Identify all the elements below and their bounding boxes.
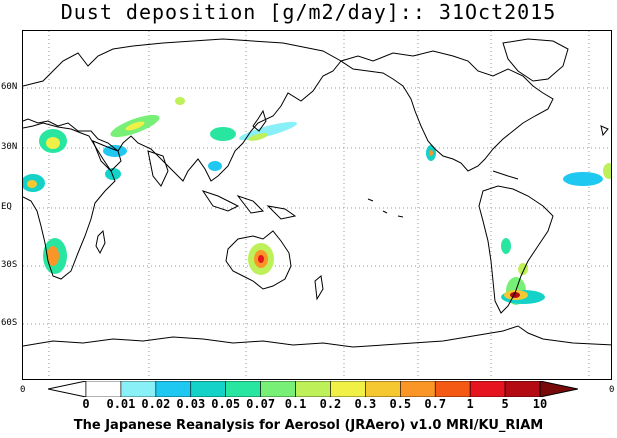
- dust-patch-asia: [210, 127, 236, 141]
- colorbar-swatch: [190, 381, 226, 397]
- colorbar-swatch: [400, 381, 436, 397]
- lon-label-left: 0: [20, 385, 26, 395]
- map-canvas: [23, 31, 611, 379]
- dust-patch-horn-africa: [105, 168, 121, 180]
- colorbar-swatch: [85, 381, 122, 397]
- colorbar-tick-label: 0.2: [319, 397, 342, 411]
- colorbar-tick-label: 0: [82, 397, 90, 411]
- colorbar: [48, 381, 578, 397]
- colorbar-swatch: [365, 381, 401, 397]
- colorbar-swatch: [225, 381, 261, 397]
- lat-label-60n: 60N: [1, 82, 18, 92]
- map-title: Dust deposition [g/m2/day]:: 31Oct2015: [60, 0, 557, 24]
- colorbar-labels: 0 0.01 0.02 0.03 0.05 0.07 0.1 0.2 0.3 0.5 0.7 1 5 10: [48, 397, 578, 411]
- colorbar-tick-label: 0.07: [246, 397, 276, 411]
- colorbar-swatch: [434, 381, 471, 397]
- colorbar-tick-label: 0.3: [354, 397, 377, 411]
- colorbar-tick-label: 0.7: [424, 397, 447, 411]
- dust-patch-andes: [501, 238, 511, 254]
- colorbar-tick-label: 0.01: [106, 397, 136, 411]
- footer-credit: The Japanese Reanalysis for Aerosol (JRA…: [73, 418, 544, 433]
- colorbar-tick-label: 1: [466, 397, 474, 411]
- lon-label-right: 0: [609, 385, 615, 395]
- colorbar-tick-label: 0.5: [389, 397, 412, 411]
- lat-label-30n: 30N: [1, 142, 18, 152]
- colorbar-tick-label: 5: [501, 397, 509, 411]
- colorbar-swatch: [504, 381, 541, 397]
- colorbar-arrow-high: [539, 381, 578, 397]
- colorbar-tick-label: 0.02: [141, 397, 171, 411]
- lat-label-30s: 30S: [1, 260, 18, 270]
- colorbar-swatch: [330, 381, 366, 397]
- lat-label-eq: EQ: [1, 202, 12, 212]
- coastlines: [23, 38, 611, 348]
- colorbar-tick-label: 0.1: [284, 397, 307, 411]
- colorbar-swatch: [260, 381, 296, 397]
- colorbar-swatch: [295, 381, 331, 397]
- colorbar-swatch: [155, 381, 192, 397]
- colorbar-arrow-low: [48, 381, 87, 397]
- colorbar-tick-label: 10: [532, 397, 548, 411]
- dust-patches: [23, 97, 611, 305]
- dust-patch-atlantic: [563, 172, 603, 186]
- colorbar-tick-label: 0.03: [176, 397, 206, 411]
- colorbar-swatch: [120, 381, 157, 397]
- colorbar-tick-label: 0.05: [211, 397, 241, 411]
- colorbar-swatch: [469, 381, 506, 397]
- world-map: [22, 30, 612, 380]
- lat-label-60s: 60S: [1, 318, 18, 328]
